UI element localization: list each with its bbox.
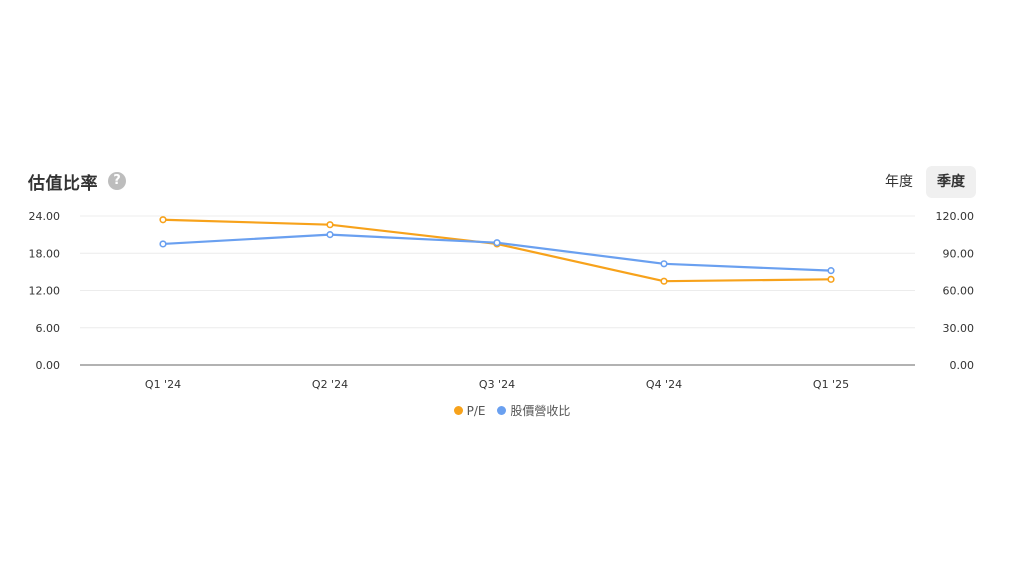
y-right-tick-label: 120.00 <box>936 210 975 223</box>
y-left-tick-label: 6.00 <box>36 322 61 335</box>
legend-label-pe: P/E <box>466 403 486 418</box>
period-toggle: 年度 季度 <box>874 166 976 198</box>
data-point-pe <box>827 275 835 283</box>
valuation-line-chart: 0.00 0.00 6.00 30.00 12.00 60.00 18.00 90.00 24.… <box>29 210 975 391</box>
x-tick-label: Q1 '24 <box>145 378 181 391</box>
data-point-ps <box>660 260 668 268</box>
y-right-tick-label: 30.00 <box>943 322 975 335</box>
y-right-tick-label: 60.00 <box>943 285 975 298</box>
x-tick-label: Q2 '24 <box>312 378 348 391</box>
y-left-tick-label: 0.00 <box>36 359 61 372</box>
y-right-tick-label: 0.00 <box>950 359 975 372</box>
legend-marker-pe <box>453 406 463 415</box>
chart-title: 估值比率 <box>28 174 98 194</box>
data-point-pe <box>326 221 334 229</box>
series-line-pe <box>162 218 832 283</box>
legend-label-ps: 股價營收比 <box>510 404 571 418</box>
data-point-ps <box>326 231 334 239</box>
toggle-annual[interactable]: 年度 <box>885 174 913 190</box>
data-point-pe <box>159 216 167 224</box>
y-left-tick-label: 12.00 <box>29 285 61 298</box>
toggle-quarterly[interactable]: 季度 <box>926 166 976 198</box>
legend-item-pe[interactable]: P/E <box>453 403 486 418</box>
y-right-tick-label: 90.00 <box>943 247 975 260</box>
chart-header: 估值比率 ? 年度 季度 <box>28 166 976 198</box>
x-tick-label: Q3 '24 <box>479 378 515 391</box>
x-tick-label: Q4 '24 <box>646 378 682 391</box>
data-point-pe <box>660 277 668 285</box>
x-tick-label: Q1 '25 <box>813 378 849 391</box>
y-left-tick-label: 24.00 <box>29 210 61 223</box>
y-left-tick-label: 18.00 <box>29 247 61 260</box>
data-point-ps <box>159 240 167 248</box>
data-point-ps <box>493 239 501 247</box>
question-mark-icon[interactable]: ? <box>108 172 126 190</box>
data-point-ps <box>827 267 835 275</box>
legend-marker-ps <box>497 406 507 415</box>
chart-legend: P/E 股價營收比 <box>0 402 1024 419</box>
legend-item-ps[interactable]: 股價營收比 <box>497 402 570 419</box>
